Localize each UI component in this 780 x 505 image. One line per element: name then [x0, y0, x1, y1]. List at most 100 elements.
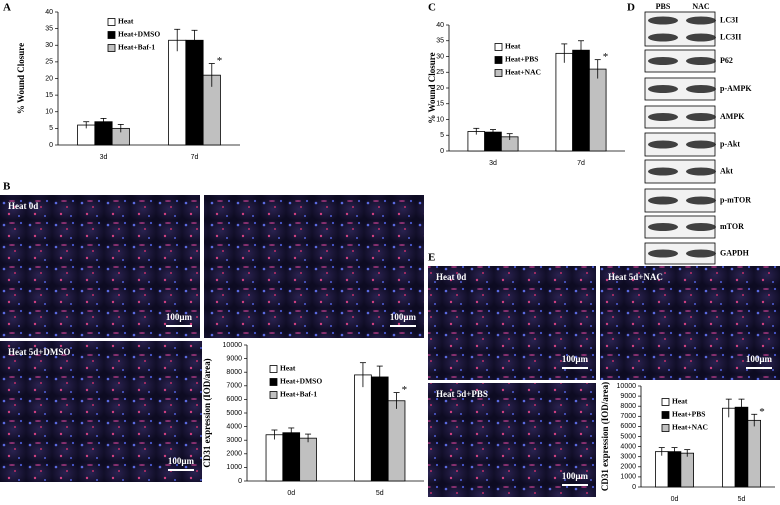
error-bar [83, 121, 90, 129]
y-tick-label: 6000 [620, 423, 636, 430]
lane-label: NAC [692, 2, 710, 11]
blot-band [648, 140, 678, 149]
legend-label: Heat+DMSO [280, 377, 322, 386]
blot-row-label: GAPDH [720, 248, 750, 257]
error-bar [490, 129, 496, 135]
error-bar [288, 427, 295, 438]
y-tick-label: 25 [45, 59, 53, 66]
y-tick-label: 1000 [620, 474, 636, 481]
error-bar [117, 123, 124, 133]
micrograph-label: Heat 0d [436, 272, 466, 282]
blot-band [648, 85, 678, 93]
y-tick-label: 35 [436, 38, 444, 45]
x-tick-label: 5d [738, 496, 746, 503]
micrograph-label: Heat 5d+PBS [436, 389, 488, 399]
micrograph [428, 266, 596, 380]
y-tick-label: 3000 [620, 454, 636, 461]
error-bar [100, 118, 107, 126]
legend-swatch [494, 43, 503, 51]
error-bar [561, 43, 568, 63]
y-tick-label: 30 [436, 53, 444, 60]
blot-band [648, 57, 678, 65]
y-tick-label: 10 [436, 116, 444, 123]
legend-label: Heat [672, 397, 688, 406]
error-bar [578, 40, 584, 60]
y-tick-label: 1000 [226, 464, 242, 471]
blot-band [648, 113, 678, 121]
bar [572, 49, 590, 152]
legend-label: Heat+NAC [672, 423, 708, 432]
y-tick-label: 20 [436, 85, 444, 92]
legend-label: Heat+Baf-1 [118, 43, 155, 52]
y-axis-label: % Wound Closure [16, 43, 26, 114]
y-tick-label: 2000 [226, 451, 242, 458]
legend-label: Heat+DMSO [118, 30, 160, 39]
y-tick-label: 15 [45, 92, 53, 99]
legend-label: Heat+NAC [505, 68, 541, 77]
x-tick-label: 5d [376, 490, 384, 497]
blot-band [686, 85, 716, 93]
error-bar [359, 362, 366, 388]
legend-swatch [269, 378, 278, 386]
blot-band [648, 16, 678, 25]
error-bar [305, 433, 312, 443]
y-tick-label: 5 [440, 132, 444, 139]
y-tick-label: 3000 [226, 437, 242, 444]
y-tick-label: 10000 [223, 342, 243, 349]
blot-band [686, 223, 716, 231]
y-tick-label: 6000 [226, 396, 242, 403]
bar [168, 39, 187, 146]
legend-label: Heat [505, 42, 521, 51]
legend-swatch [269, 365, 278, 373]
y-tick-label: 5000 [620, 433, 636, 440]
bar [484, 131, 502, 152]
legend-swatch [107, 18, 116, 26]
scale-bar-label: 100μm [746, 354, 773, 364]
panel-label: A [3, 2, 11, 14]
panel-label: D [627, 2, 635, 14]
bar [265, 434, 284, 482]
y-tick-label: 25 [436, 69, 444, 76]
significance: * [217, 55, 223, 67]
micrograph-label: Heat 0d [8, 201, 38, 211]
scale-bar-label: 100μm [166, 312, 193, 322]
blot-row-label: p-mTOR [720, 195, 751, 204]
y-tick-label: 5000 [226, 410, 242, 417]
significance: * [603, 51, 609, 63]
y-tick-label: 0 [632, 484, 636, 491]
blot-row-label: Akt [720, 166, 733, 175]
legend-swatch [107, 31, 116, 39]
y-tick-label: 8000 [226, 369, 242, 376]
micrograph [428, 383, 596, 497]
x-tick-label: 0d [671, 496, 679, 503]
y-tick-label: 35 [45, 25, 53, 32]
x-tick-label: 7d [191, 154, 199, 161]
error-bar [751, 413, 758, 427]
legend-swatch [661, 411, 670, 419]
error-bar [658, 447, 665, 456]
micrograph-label: Heat 5d+NAC [608, 272, 663, 282]
error-bar [208, 63, 215, 87]
bar [387, 400, 406, 482]
scale-bar-label: 100μm [562, 354, 589, 364]
legend-swatch [494, 56, 503, 64]
y-tick-label: 15 [436, 101, 444, 108]
scale-bar-label: 100μm [168, 456, 195, 466]
bar [555, 52, 574, 152]
error-bar [393, 392, 400, 409]
blot-band [686, 196, 716, 205]
y-tick-label: 0 [49, 142, 53, 149]
micrograph [204, 195, 424, 338]
bar [747, 419, 761, 488]
y-tick-label: 30 [45, 42, 53, 49]
error-bar [271, 429, 278, 440]
blot-band [648, 167, 678, 176]
y-tick-label: 0 [238, 478, 242, 485]
legend-swatch [661, 424, 670, 432]
bar [354, 374, 372, 482]
blot-band [648, 249, 678, 258]
error-bar [174, 28, 181, 52]
panel-label: E [428, 252, 435, 264]
micrograph [0, 341, 202, 482]
y-tick-label: 10000 [617, 383, 637, 390]
